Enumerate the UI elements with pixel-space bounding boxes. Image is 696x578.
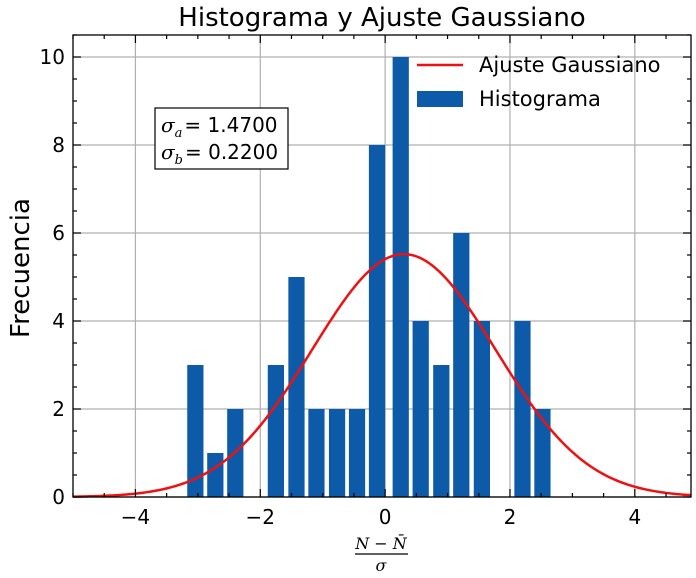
axis-ticks (72, 34, 691, 498)
x-axis-label-numerator: N − N̄ (354, 532, 408, 553)
histogram-bar (473, 321, 490, 497)
histogram-bar (207, 453, 224, 497)
histogram-bar (392, 57, 409, 497)
histogram-bar (308, 409, 325, 497)
y-tick-label: 2 (52, 397, 65, 421)
legend-bar-swatch (417, 91, 463, 107)
histogram-bar (514, 321, 531, 497)
x-tick-label: 0 (379, 505, 392, 529)
annotation-sigma-a: σa = 1.4700 (161, 113, 278, 141)
annotation-frame (154, 107, 289, 170)
histogram-bar (534, 409, 551, 497)
y-tick-label: 8 (52, 133, 65, 157)
x-axis-label: N − N̄ σ (354, 532, 408, 575)
x-tick-label: 2 (504, 505, 517, 529)
histogram-bar (453, 233, 470, 497)
histogram-bar (187, 365, 204, 497)
gaussian-fit-curve (72, 252, 692, 498)
annotation-sigma-b: σb = 0.2200 (161, 140, 278, 168)
legend-label-histogram: Histograma (479, 87, 601, 111)
x-tick-label: 4 (628, 505, 641, 529)
chart-title: Histograma y Ajuste Gaussiano (178, 3, 585, 33)
y-tick-label: 4 (52, 309, 65, 333)
y-tick-label: 10 (40, 45, 65, 69)
histogram-bar (433, 365, 450, 497)
y-tick-label: 6 (52, 221, 65, 245)
tick-labels: −4 −2 0 2 4 0 2 4 6 8 10 (40, 45, 642, 529)
x-axis-label-denominator: σ (376, 556, 388, 575)
histogram-bar (288, 277, 305, 497)
plot-frame (72, 34, 692, 498)
histogram-bars (187, 57, 551, 497)
x-tick-label: −4 (121, 505, 150, 529)
y-tick-label: 0 (52, 485, 65, 509)
histogram-bar (328, 409, 346, 497)
histogram-bar (368, 145, 386, 497)
histogram-bar (412, 321, 429, 497)
y-axis-label: Frecuencia (6, 198, 36, 338)
legend: Ajuste Gaussiano Histograma (417, 53, 660, 111)
legend-label-fit: Ajuste Gaussiano (479, 53, 660, 77)
histogram-bar (348, 409, 366, 497)
sigma-annotation-box: σa = 1.4700 σb = 0.2200 (154, 107, 289, 170)
histogram-bar (267, 365, 284, 497)
x-tick-label: −2 (246, 505, 275, 529)
